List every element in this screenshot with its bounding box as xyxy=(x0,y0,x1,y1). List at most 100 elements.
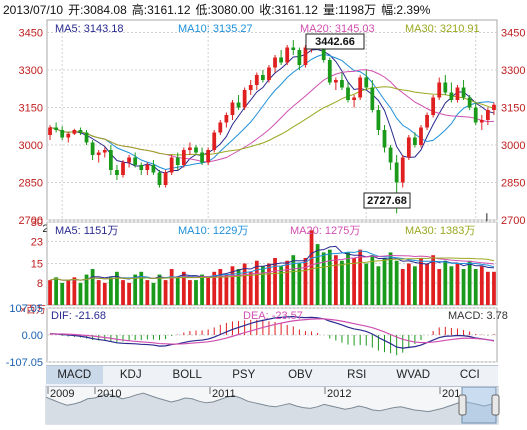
price-ytick-left: 3150 xyxy=(19,103,43,115)
tab-rsi[interactable]: RSI xyxy=(347,369,367,381)
candle-body xyxy=(303,47,308,65)
candle-body xyxy=(230,102,235,115)
volume-bar xyxy=(90,269,95,305)
candle-body xyxy=(467,97,472,108)
volume-legend-ma10: MA10: 1229万 xyxy=(178,225,248,237)
price-legend-ma10: MA10: 3135.27 xyxy=(178,23,253,35)
macd-ytick: -107.05 xyxy=(6,357,43,369)
candle-body xyxy=(121,162,125,175)
price-ytick-left: 3450 xyxy=(19,28,43,40)
volume-bar xyxy=(406,263,411,305)
candle-body xyxy=(66,133,71,138)
price-ma5-line xyxy=(49,48,495,174)
quote-low: 低:3080.00 xyxy=(195,3,255,17)
volume-bar xyxy=(78,282,83,305)
overview-range-selector[interactable] xyxy=(461,386,497,424)
overview-xtick: 201 xyxy=(442,388,460,400)
volume-ytick: 8 xyxy=(37,278,43,290)
volume-bar xyxy=(115,271,119,305)
tab-wvad[interactable]: WVAD xyxy=(396,369,431,381)
candle-body xyxy=(48,127,52,135)
candle-body xyxy=(492,104,496,110)
price-ytick-right: 3150 xyxy=(501,103,525,115)
volume-bar xyxy=(194,280,198,305)
volume-bar xyxy=(230,266,235,305)
tab-kdj[interactable]: KDJ xyxy=(119,369,142,381)
volume-bar xyxy=(376,266,381,305)
tab-obv[interactable]: OBV xyxy=(288,369,313,381)
quote-amplitude: 幅:2.39% xyxy=(381,3,431,17)
volume-bar xyxy=(352,257,356,305)
quote-header: 2013/07/10 开:3084.08 高:3161.12 低:3080.00 收:3… xyxy=(3,1,435,18)
candle-body xyxy=(485,110,490,120)
volume-bar xyxy=(291,255,296,305)
tab-macd[interactable]: MACD xyxy=(46,366,103,384)
candle-body xyxy=(279,57,284,63)
volume-bar xyxy=(206,277,211,305)
macd-ytick: 107.05 xyxy=(9,303,43,315)
volume-bar xyxy=(388,252,393,305)
candle-body xyxy=(394,162,399,183)
candle-body xyxy=(145,165,150,170)
candle-body xyxy=(419,127,423,145)
candle-body xyxy=(352,97,356,100)
candle-body xyxy=(358,77,363,98)
overview-right-handle[interactable] xyxy=(491,394,500,416)
candle-body xyxy=(248,85,253,90)
overview-xtick: 2009 xyxy=(50,388,74,400)
volume-bar xyxy=(358,249,363,305)
macd-legend-dea: DEA: -23.57 xyxy=(243,310,303,322)
candle-body xyxy=(321,45,326,60)
candle-body xyxy=(188,147,192,150)
price-ytick-right: 3000 xyxy=(501,140,525,152)
candle-body xyxy=(425,115,429,128)
volume-bar xyxy=(102,282,107,305)
candle-body xyxy=(437,82,442,98)
candle-body xyxy=(461,87,466,98)
candle-body xyxy=(200,152,204,163)
volume-bar xyxy=(309,230,314,305)
macd-dif-line xyxy=(50,315,495,349)
volume-bar xyxy=(181,271,186,305)
volume-bar xyxy=(467,260,472,305)
volume-ytick: 23 xyxy=(31,236,43,248)
volume-bar xyxy=(461,269,466,305)
tab-boll[interactable]: BOLL xyxy=(172,369,202,381)
volume-legend-ma5: MA5: 1151万 xyxy=(55,225,118,237)
quote-open: 开:3084.08 xyxy=(68,3,127,17)
volume-bar xyxy=(443,260,448,305)
volume-bar xyxy=(479,266,484,305)
candle-body xyxy=(78,130,83,133)
candle-body xyxy=(90,142,95,155)
volume-bar xyxy=(333,255,338,305)
candle-body xyxy=(267,67,271,80)
volume-bar xyxy=(273,257,277,305)
overview-panel: 2009 2010 2011 2012 201 xyxy=(45,385,500,425)
volume-bar xyxy=(139,271,144,305)
overview-left-handle[interactable] xyxy=(458,394,467,416)
volume-bar xyxy=(218,269,223,305)
volume-ytick: 30 xyxy=(31,217,43,229)
volume-bar xyxy=(400,269,405,305)
tab-psy[interactable]: PSY xyxy=(232,369,256,381)
candle-body xyxy=(473,107,478,123)
volume-bar xyxy=(437,269,442,305)
volume-bar xyxy=(133,274,138,305)
volume-bar xyxy=(151,282,156,305)
candle-body xyxy=(479,120,484,123)
indicator-tab-bar xyxy=(46,365,498,387)
volume-bar xyxy=(285,260,290,305)
quote-date: 2013/07/10 xyxy=(3,3,64,17)
volume-bar xyxy=(60,282,65,305)
candle-body xyxy=(431,97,436,115)
volume-bar xyxy=(169,269,174,305)
candle-body xyxy=(291,47,296,50)
volume-bar xyxy=(279,266,284,305)
volume-bar xyxy=(267,263,271,305)
candle-body xyxy=(285,47,290,63)
volume-bar xyxy=(492,271,496,305)
candle-body xyxy=(108,150,113,170)
tab-cci[interactable]: CCI xyxy=(459,369,480,381)
candle-body xyxy=(260,75,265,80)
